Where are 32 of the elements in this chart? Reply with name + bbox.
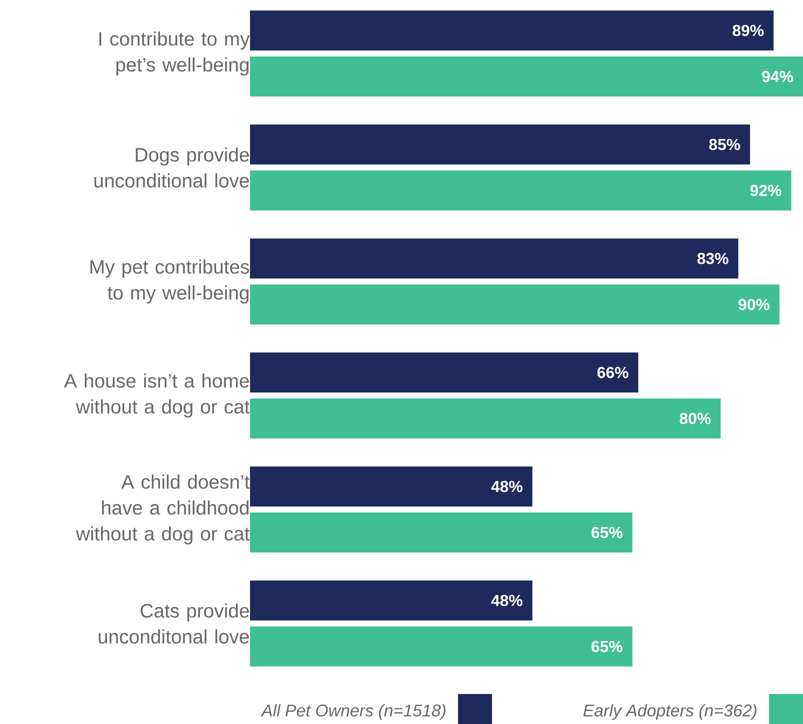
data-label: 85%: [709, 138, 740, 150]
legend-label: All Pet Owners (n=1518): [260, 704, 446, 720]
data-label: 65%: [592, 526, 622, 538]
bar: [250, 398, 721, 438]
bar: [250, 352, 638, 392]
data-label: 92%: [750, 184, 782, 196]
bar: [250, 10, 774, 50]
y-tick-label: Dogs provide unconditional love: [94, 147, 249, 188]
data-label: 80%: [680, 412, 711, 424]
bar: [250, 170, 792, 210]
y-tick-label: A house isn’t a home without a dog or cat: [64, 373, 250, 418]
data-label: 89%: [732, 24, 764, 36]
data-label: 48%: [491, 480, 522, 492]
data-label: 65%: [592, 640, 622, 652]
data-label: 90%: [738, 298, 770, 310]
data-label: 83%: [697, 252, 728, 264]
legend-label: Early Adopters (n=362): [583, 704, 756, 720]
bar: [250, 512, 632, 552]
bar: [250, 580, 532, 620]
data-label: 66%: [597, 366, 628, 378]
y-tick-label: I contribute to my pet’s well-being: [99, 31, 250, 76]
bar: [250, 56, 803, 96]
y-tick-label: Cats provide unconditonal love: [98, 603, 249, 644]
bar: [250, 124, 750, 164]
bar: [250, 626, 632, 666]
y-tick-label: My pet contributes to my well-being: [90, 259, 250, 304]
data-label: 94%: [762, 70, 794, 82]
bar: [250, 466, 532, 506]
data-label: 48%: [491, 594, 522, 606]
bar: [250, 284, 780, 324]
y-tick-label: A child doesn’t have a childhood without a dog or cat: [76, 474, 250, 544]
bar: [250, 238, 738, 278]
